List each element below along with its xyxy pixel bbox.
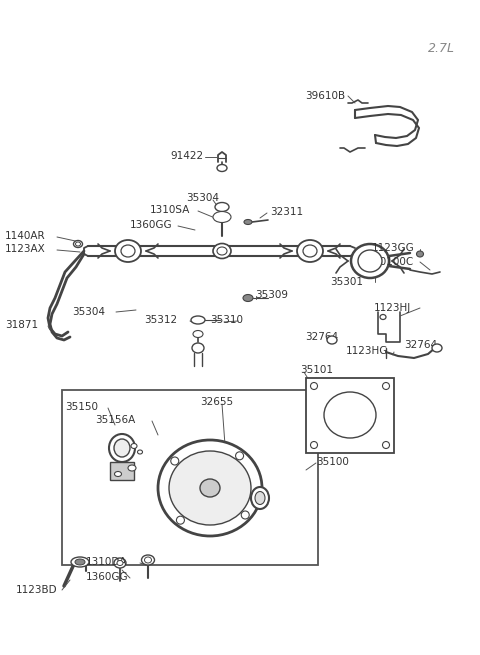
Ellipse shape [71, 557, 89, 567]
Text: 91422: 91422 [170, 151, 203, 161]
Ellipse shape [236, 452, 243, 460]
Ellipse shape [109, 434, 135, 462]
Ellipse shape [193, 331, 203, 337]
Ellipse shape [73, 240, 83, 248]
Text: 35309: 35309 [255, 290, 288, 300]
Ellipse shape [383, 383, 389, 390]
Ellipse shape [114, 558, 126, 568]
Ellipse shape [217, 164, 227, 172]
Ellipse shape [358, 250, 382, 272]
Ellipse shape [311, 383, 317, 390]
Ellipse shape [311, 441, 317, 449]
Text: 35310: 35310 [210, 315, 243, 325]
Bar [62, 390, 318, 565]
Ellipse shape [128, 465, 136, 471]
Text: 1140AR: 1140AR [5, 231, 46, 241]
Ellipse shape [303, 245, 317, 257]
Text: 35301: 35301 [330, 277, 363, 287]
Ellipse shape [324, 392, 376, 438]
Text: 35100: 35100 [316, 457, 349, 467]
Ellipse shape [121, 245, 135, 257]
Text: 35101: 35101 [300, 365, 333, 375]
Text: 1123GG: 1123GG [372, 243, 415, 253]
Ellipse shape [417, 251, 423, 257]
Ellipse shape [383, 441, 389, 449]
Bar [110, 462, 134, 480]
Text: 1123AX: 1123AX [5, 244, 46, 254]
Ellipse shape [243, 295, 253, 301]
Text: 35150: 35150 [65, 402, 98, 412]
Ellipse shape [137, 450, 143, 454]
Ellipse shape [200, 479, 220, 497]
Text: 2.7L: 2.7L [428, 42, 455, 55]
Text: 1310DA: 1310DA [86, 557, 127, 567]
Bar [306, 378, 394, 453]
Text: H0100C: H0100C [372, 257, 413, 267]
Text: 32655: 32655 [200, 397, 233, 407]
Text: 39610B: 39610B [305, 91, 345, 101]
Ellipse shape [114, 439, 130, 457]
Ellipse shape [244, 219, 252, 225]
Text: 1360GG: 1360GG [86, 572, 129, 582]
Ellipse shape [241, 511, 249, 519]
Ellipse shape [192, 343, 204, 353]
Text: 35304: 35304 [72, 307, 105, 317]
Ellipse shape [191, 316, 205, 324]
Ellipse shape [297, 240, 323, 262]
Text: 32764: 32764 [305, 332, 338, 342]
Ellipse shape [215, 202, 229, 212]
Text: 32764: 32764 [404, 340, 437, 350]
Ellipse shape [115, 472, 121, 476]
Ellipse shape [131, 443, 137, 449]
Ellipse shape [117, 561, 123, 565]
Ellipse shape [115, 240, 141, 262]
Text: 1123HG: 1123HG [346, 346, 388, 356]
Text: 35312: 35312 [144, 315, 177, 325]
Text: 35304: 35304 [186, 193, 219, 203]
Ellipse shape [213, 244, 231, 259]
Ellipse shape [251, 487, 269, 509]
Text: 1123HJ: 1123HJ [374, 303, 411, 313]
Ellipse shape [380, 314, 386, 320]
Text: 31871: 31871 [5, 320, 38, 330]
Ellipse shape [217, 247, 227, 255]
Text: 1123BD: 1123BD [16, 585, 58, 595]
Ellipse shape [169, 451, 251, 525]
Ellipse shape [213, 212, 231, 223]
Text: 35156A: 35156A [95, 415, 135, 425]
Ellipse shape [142, 555, 155, 565]
Ellipse shape [327, 336, 337, 344]
Ellipse shape [75, 242, 81, 246]
Ellipse shape [171, 457, 179, 465]
Ellipse shape [144, 557, 152, 563]
Text: 32311: 32311 [270, 207, 303, 217]
Text: 1360GG: 1360GG [130, 220, 173, 230]
Ellipse shape [351, 244, 389, 278]
Ellipse shape [158, 440, 262, 536]
Ellipse shape [75, 559, 85, 565]
Ellipse shape [255, 491, 265, 504]
Ellipse shape [432, 344, 442, 352]
Ellipse shape [177, 516, 184, 524]
Text: 1310SA: 1310SA [150, 205, 191, 215]
